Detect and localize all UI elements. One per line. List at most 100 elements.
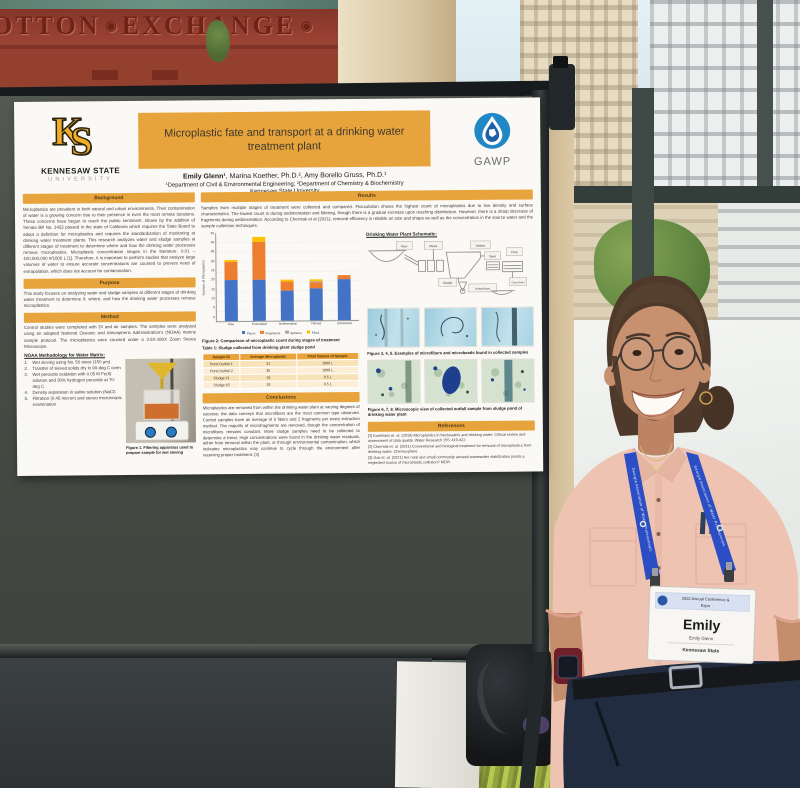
table-row: Sludge #2 18 9.5 L bbox=[202, 380, 360, 389]
method-heading: Method bbox=[23, 311, 196, 324]
mural-ledge bbox=[0, 45, 338, 49]
lanyard-strap bbox=[624, 452, 660, 580]
chest-pocket bbox=[695, 523, 747, 585]
figures-678 bbox=[367, 358, 535, 404]
badge-clip bbox=[724, 568, 734, 582]
neck bbox=[638, 409, 674, 456]
hair-front bbox=[611, 282, 705, 358]
poster-left-column: Background Microplastics are prevalent i… bbox=[22, 192, 197, 455]
chart-column: Number of Microplastics 45 40 35 30 25 20 15 10… bbox=[201, 230, 361, 468]
shadow-under-board bbox=[0, 658, 432, 788]
figure2-ytick: 35 bbox=[210, 249, 215, 254]
legend-swatch bbox=[260, 330, 264, 334]
noaa-item: Wet peroxide oxidation with 0.05 M Fe(II… bbox=[32, 370, 116, 389]
figure2-caption: Figure 2: Comparison of microplastic cou… bbox=[202, 337, 340, 344]
figure2-ytick: 20 bbox=[210, 277, 215, 282]
funnel bbox=[147, 362, 178, 380]
gawp-logo: GAWP bbox=[456, 112, 528, 169]
schematic-label-mixed: Mixed bbox=[429, 244, 437, 248]
author-lead: Emily Glenn¹ bbox=[182, 173, 226, 181]
upper-lip bbox=[631, 388, 685, 397]
belt bbox=[572, 660, 800, 700]
eyebrow bbox=[665, 332, 691, 339]
mural-text: OTTON ◉ EXCHANGE ◉ bbox=[0, 11, 338, 41]
legend-item: Fragments bbox=[260, 330, 280, 335]
figure2-ytick: 10 bbox=[211, 296, 215, 301]
results-text: Samples from multiple stages of treatmen… bbox=[200, 202, 534, 229]
reference-item: [1] Koelmans et. al. (2019) Microplastic… bbox=[367, 432, 526, 443]
micrograph-fiber-3 bbox=[480, 306, 535, 347]
lanyard-logo-icon bbox=[641, 522, 645, 526]
figure2-ytick: 25 bbox=[210, 268, 215, 273]
lanyard-logo-icon bbox=[718, 526, 722, 530]
badge-clip bbox=[652, 568, 658, 576]
figure2-category-label: Flocculation bbox=[251, 321, 268, 326]
figure2-ytick: 0 bbox=[213, 314, 215, 319]
schematic-label-sludge: Sludge bbox=[443, 280, 453, 284]
legend-item: Spheres bbox=[285, 330, 302, 335]
pen bbox=[699, 512, 706, 535]
mural-roof bbox=[0, 0, 338, 9]
micrograph-sludge-2 bbox=[424, 358, 478, 404]
poster-title: Microplastic fate and transport at a dri… bbox=[138, 110, 431, 169]
bar-segment-fibers bbox=[309, 288, 323, 321]
poster-results-section: Results Samples from multiple stages of … bbox=[200, 189, 535, 468]
figure2-category-label: Filtered bbox=[311, 320, 322, 326]
ksu-logo: K S KENNESAW STATE UNIVERSITY bbox=[28, 108, 133, 183]
ksu-mark-s: S bbox=[69, 118, 93, 165]
figure2-bar: Raw bbox=[224, 260, 238, 326]
legend-item: Fibers bbox=[241, 330, 255, 336]
schematic-label-raw: Raw bbox=[401, 244, 408, 248]
legend-swatch bbox=[241, 330, 246, 335]
cotton-exchange-mural: OTTON ◉ EXCHANGE ◉ bbox=[0, 0, 338, 90]
window-sill bbox=[548, 186, 800, 203]
method-text: Control studies were completed with DI a… bbox=[23, 323, 197, 349]
smile bbox=[631, 387, 685, 417]
beaker bbox=[143, 389, 180, 420]
schematic-heading: Drinking Water Plant Schematic: bbox=[366, 230, 437, 237]
building-through-window bbox=[718, 203, 800, 321]
reference-item: [3] Gok et. al. (2021) Are rural and sma… bbox=[368, 454, 525, 465]
mural-plant bbox=[206, 20, 230, 62]
badge-header-line2: Expo bbox=[701, 603, 711, 608]
legend-item: Films bbox=[306, 330, 319, 335]
funnel-stem bbox=[160, 378, 164, 389]
nose bbox=[649, 359, 663, 382]
board-clamp bbox=[549, 64, 575, 130]
badge-clip bbox=[650, 574, 660, 588]
hotplate-knob bbox=[165, 426, 177, 438]
purpose-heading: Purpose bbox=[23, 277, 196, 289]
badge-org: Kennesaw State bbox=[682, 647, 719, 654]
figure2-bar: Filtered bbox=[309, 278, 323, 325]
conclusions-text: Microplastics are removed from within th… bbox=[202, 403, 361, 458]
figure2-legend: Fibers Fragments Spheres Films bbox=[202, 330, 359, 336]
mural-ornament bbox=[152, 70, 178, 80]
figure2-ytick: 30 bbox=[210, 258, 215, 263]
figure2-ytick: 5 bbox=[213, 305, 215, 310]
table1-caption: Table 1: Sludge collected from drinking … bbox=[202, 344, 315, 351]
figures-678-caption: Figure 6, 7, 8. Microscopic view of coll… bbox=[367, 405, 523, 418]
figure2-category-label: Raw bbox=[228, 321, 235, 326]
bar-segment-fibers bbox=[337, 278, 352, 320]
cell-avg: 18 bbox=[240, 380, 297, 389]
sleeve-cuff bbox=[773, 614, 800, 624]
background-text: Microplastics are prevalent in both natu… bbox=[22, 205, 196, 274]
schematic-label-clean-water: Clean Water bbox=[511, 281, 524, 284]
bar-segment-fibers bbox=[281, 290, 295, 321]
chest-pocket bbox=[589, 527, 637, 587]
window-mullion bbox=[632, 88, 654, 321]
references-heading: References bbox=[367, 420, 535, 432]
cell-volume: 9.5 L bbox=[296, 380, 360, 388]
figure2-ytick: 45 bbox=[210, 230, 215, 235]
references-list: [1] Koelmans et. al. (2019) Microplastic… bbox=[368, 432, 535, 465]
figure1: Figure 1. Filtering apparatus used to pr… bbox=[125, 358, 196, 455]
bar-segment-fragments bbox=[252, 242, 266, 280]
figure1-photo bbox=[125, 358, 196, 443]
figure1-caption: Figure 1. Filtering apparatus used to pr… bbox=[125, 444, 194, 455]
bar-segment-fibers bbox=[224, 279, 238, 321]
figure2-bars: Raw Flocculation Sedimentation Filtered Disi… bbox=[216, 232, 359, 326]
micrograph-sludge-3 bbox=[481, 358, 535, 403]
bar-segment-fragments bbox=[281, 281, 295, 291]
badge-clip bbox=[726, 562, 732, 570]
